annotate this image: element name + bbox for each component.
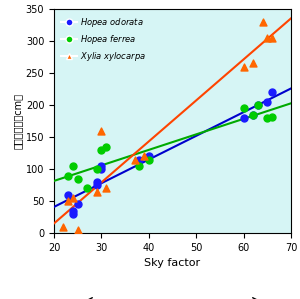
Point — [70, 196, 75, 200]
Legend: $\it{Hopea\ odorata}$, $\it{Hopea\ ferrea}$, $\it{Xylia\ xylocarpa}$: $\it{Hopea\ odorata}$, $\it{Hopea\ ferre… — [58, 13, 148, 65]
Point — [99, 164, 104, 168]
Point — [251, 112, 256, 117]
Point — [137, 164, 142, 168]
Point — [70, 208, 75, 213]
Point — [132, 157, 137, 162]
Point — [99, 147, 104, 152]
Point — [75, 202, 80, 207]
Point — [241, 64, 246, 69]
Point — [61, 225, 66, 229]
Point — [241, 115, 246, 120]
Point — [66, 199, 70, 204]
X-axis label: Sky factor: Sky factor — [144, 259, 201, 269]
Point — [265, 115, 270, 120]
Point — [94, 167, 99, 172]
Point — [66, 192, 70, 197]
Y-axis label: 樹高成長量（cm）: 樹高成長量（cm） — [13, 93, 23, 149]
Point — [270, 35, 274, 40]
Point — [270, 90, 274, 95]
Point — [99, 167, 104, 172]
Point — [260, 19, 265, 24]
Point — [85, 186, 90, 191]
Point — [94, 180, 99, 184]
Point — [104, 144, 109, 149]
Point — [99, 128, 104, 133]
Point — [70, 164, 75, 168]
Point — [94, 189, 99, 194]
Point — [75, 176, 80, 181]
Point — [142, 154, 146, 159]
Point — [146, 157, 151, 162]
Point — [70, 212, 75, 216]
Point — [137, 157, 142, 162]
Point — [265, 100, 270, 104]
Point — [94, 183, 99, 187]
Point — [104, 186, 109, 191]
Point — [75, 228, 80, 232]
Point — [251, 112, 256, 117]
Point — [270, 114, 274, 119]
Point — [241, 106, 246, 111]
Point — [251, 61, 256, 66]
Point — [146, 154, 151, 159]
Point — [66, 173, 70, 178]
Point — [265, 35, 270, 40]
Point — [255, 103, 260, 107]
Point — [255, 103, 260, 107]
